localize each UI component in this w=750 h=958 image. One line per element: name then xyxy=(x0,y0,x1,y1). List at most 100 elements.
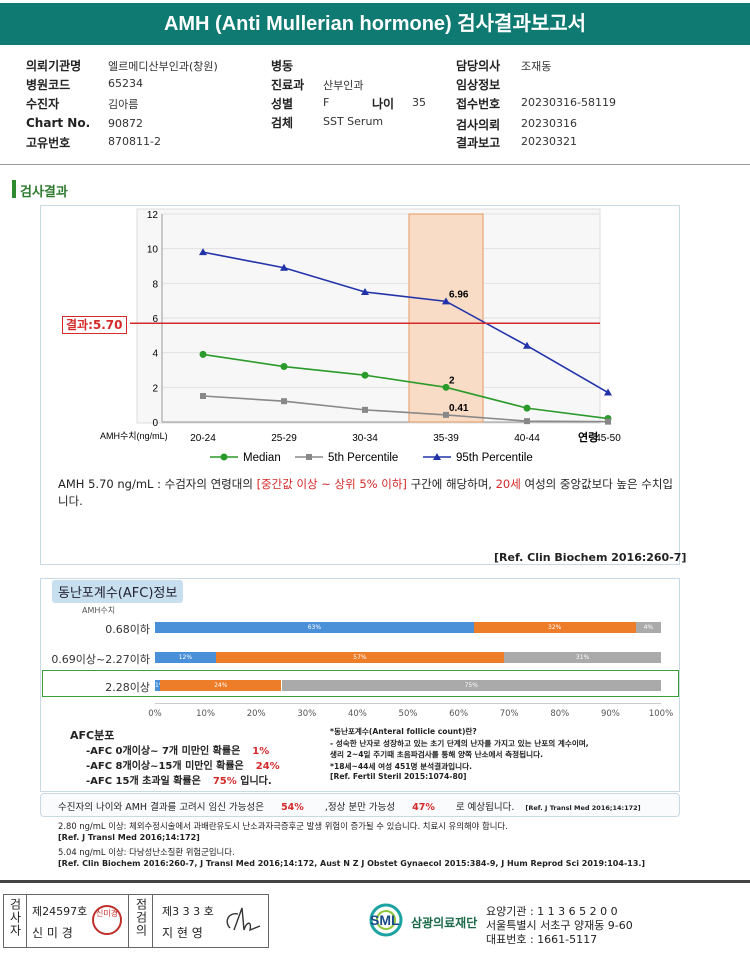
y-tick-label: 2 xyxy=(152,383,158,394)
lab-name: 삼광의료재단 xyxy=(411,916,478,930)
checker-label: 점검의 xyxy=(134,898,148,937)
report-date-label: 결과보고 xyxy=(456,136,501,150)
delivery-rate: 47% xyxy=(412,802,435,813)
p95-point xyxy=(361,288,369,295)
hospital-code-value: 65234 xyxy=(108,77,143,90)
median-point xyxy=(199,350,207,358)
afc-dist-text: -AFC 0개이상~ 7개 미만인 확률은 xyxy=(86,746,241,757)
afc-row-label: 0.68이하 xyxy=(105,623,150,636)
interp-range: [중간값 이상 ~ 상위 5% 이하] xyxy=(256,477,407,491)
afc-bar-segment: 32% xyxy=(473,622,636,633)
institution-label: 의뢰기관명 xyxy=(26,59,82,73)
afc-x-tick: 0% xyxy=(148,709,162,719)
lab-address: 서울특별시 서초구 양재동 9-60 xyxy=(486,919,633,932)
afc-dist-value: 24% xyxy=(255,761,280,772)
afc-bar: 63% 32% 4% xyxy=(155,622,661,633)
lab-phone: 대표번호 : 1661-5117 xyxy=(486,933,598,946)
afc-note-line: *18세~44세 여성 451명 분석결과입니다. xyxy=(330,761,472,771)
pregnancy-text: 수진자의 나이와 AMH 결과를 고려시 임신 가능성은 54% ,정상 분만 … xyxy=(58,799,641,813)
afc-x-tick: 70% xyxy=(499,709,519,719)
afc-row-label: 0.69이상~2.27이하 xyxy=(51,653,150,666)
afc-note-line: *동난포계수(Anteral follicle count)란? xyxy=(330,727,477,736)
chart-legend: Median 5th Percentile 95th Percentile xyxy=(210,452,533,464)
sig-divider-1 xyxy=(26,894,27,948)
examiner-seal: 신미경 xyxy=(92,905,122,935)
signature-box xyxy=(3,894,269,948)
afc-bar-segment: 57% xyxy=(215,652,505,663)
afc-x-tick: 50% xyxy=(398,709,418,719)
header-divider xyxy=(0,164,750,165)
p95-point xyxy=(199,248,207,256)
p5-point xyxy=(524,418,530,425)
y-tick-label: 8 xyxy=(152,279,158,290)
median-point xyxy=(523,404,531,412)
footnote-line: 5.04 ng/mL 이상: 다낭성난소질환 위험군입니다. xyxy=(58,847,235,857)
median-point xyxy=(280,363,288,371)
data-labels: 6.96 2 0.41 xyxy=(449,289,469,414)
checker-license: 제3 3 3 호 xyxy=(162,905,214,918)
clinical-info-label: 임상정보 xyxy=(456,78,501,92)
afc-title: 동난포계수(AFC)정보 xyxy=(52,580,184,603)
x-axis-suffix: 연령 xyxy=(578,430,598,444)
x-tick-label: 45-50 xyxy=(595,433,621,444)
p5-point xyxy=(605,418,611,425)
y-tick-label: 0 xyxy=(152,418,158,429)
data-label: 0.41 xyxy=(449,403,469,414)
chart-no-label: Chart No. xyxy=(26,116,91,130)
afc-bar-segment: 63% xyxy=(155,622,474,633)
legend-marker xyxy=(306,454,312,460)
footnote-line: [Ref. J Transl Med 2016;14:172] xyxy=(58,833,200,842)
examinee-label: 수진자 xyxy=(26,97,60,111)
afc-bar: 1%24%75% xyxy=(155,680,661,691)
request-date-label: 검사의뢰 xyxy=(456,118,501,132)
afc-x-tick: 90% xyxy=(600,709,620,719)
x-tick-label: 30-34 xyxy=(352,433,378,444)
doctor-label: 담당의사 xyxy=(456,59,501,73)
unique-no-label: 고유번호 xyxy=(26,136,71,150)
legend-marker xyxy=(220,453,228,461)
data-label: 2 xyxy=(449,375,455,386)
interp-part-1: AMH 5.70 ng/mL : 수검자의 연령대의 xyxy=(58,477,257,491)
afc-bar-segment: 75% xyxy=(281,680,661,691)
median-point xyxy=(442,383,450,391)
p5-point xyxy=(443,411,449,418)
afc-dist-text: -AFC 15개 초과일 확률은 xyxy=(86,776,201,787)
x-tick-label: 35-39 xyxy=(433,433,459,444)
afc-bar: 12% 57% 31% xyxy=(155,652,661,663)
series-line xyxy=(202,251,609,394)
afc-x-tick: 30% xyxy=(297,709,317,719)
afc-x-axis xyxy=(155,703,661,704)
afc-bar-segment: 24% xyxy=(160,680,282,691)
receipt-no-value: 20230316-58119 xyxy=(521,96,616,109)
pregnancy-t2: ,정상 분만 가능성 xyxy=(324,802,396,813)
y-tick-label: 10 xyxy=(147,245,159,256)
p5-point xyxy=(362,406,368,413)
pregnancy-panel xyxy=(40,793,680,817)
afc-x-tick: 40% xyxy=(347,709,367,719)
pregnancy-rate: 54% xyxy=(281,802,304,813)
p95-point xyxy=(604,388,612,396)
dept-value: 산부인과 xyxy=(323,79,364,92)
series-line xyxy=(202,395,609,423)
sig-divider-2 xyxy=(128,894,129,948)
afc-dist-suffix: 입니다. xyxy=(236,776,272,787)
afc-dist-title: AFC분포 xyxy=(70,729,115,742)
p5-point xyxy=(200,393,206,399)
institution-value: 엘르메디산부인과(창원) xyxy=(108,60,218,73)
legend-marker xyxy=(433,453,441,460)
interp-age: 20세 xyxy=(495,477,521,491)
interp-part-3: 구간에 해당하며, xyxy=(406,477,496,491)
examinee-value: 김아름 xyxy=(108,98,139,111)
interpretation-ref: [Ref. Clin Biochem 2016:260-7] xyxy=(494,551,687,564)
pregnancy-t3: 로 예상됩니다. xyxy=(455,802,515,813)
checker-name: 지 현 영 xyxy=(162,926,203,940)
afc-row-header: AMH수치 xyxy=(82,606,116,615)
median-point xyxy=(361,371,369,379)
sig-divider-3 xyxy=(152,894,153,948)
afc-x-tick: 100% xyxy=(648,709,674,719)
afc-bar-segment: 31% xyxy=(504,652,661,663)
afc-x-tick: 60% xyxy=(449,709,469,719)
lab-code: 요양기관 : 1 1 3 6 5 2 0 0 xyxy=(486,905,618,918)
afc-dist-text: -AFC 8개이상~15개 미만인 확률은 xyxy=(86,761,244,772)
interpretation-text: AMH 5.70 ng/mL : 수검자의 연령대의 [중간값 이상 ~ 상위 … xyxy=(58,476,683,510)
